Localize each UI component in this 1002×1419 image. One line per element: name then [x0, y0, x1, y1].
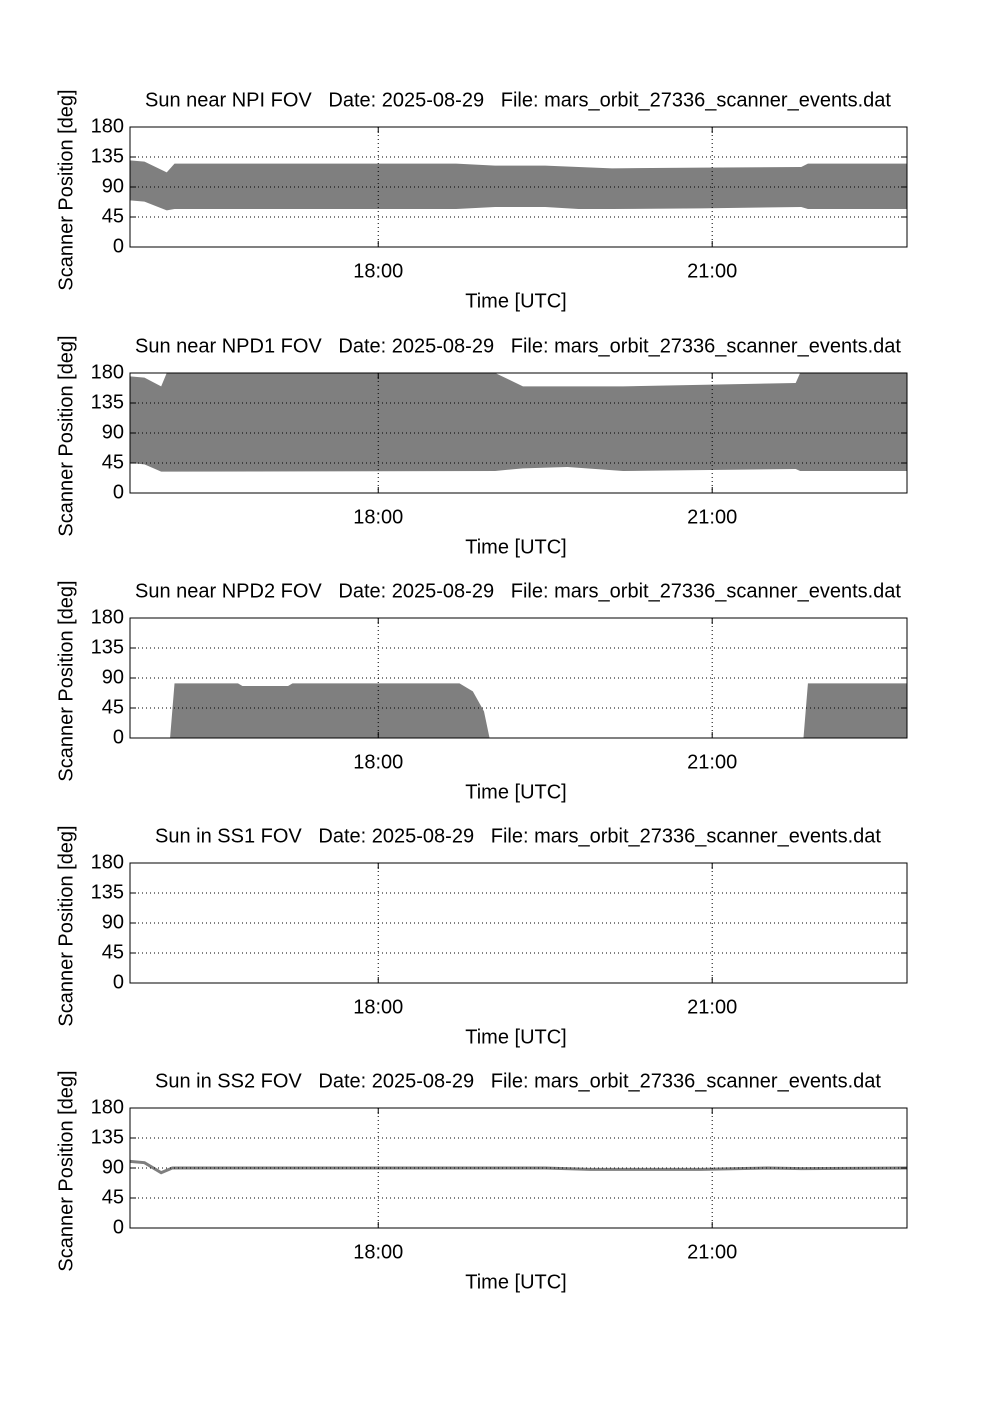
y-tick-label: 135 [91, 391, 124, 413]
plot-frame [129, 617, 908, 739]
chart-title: Sun in SS1 FOV Date: 2025-08-29 File: ma… [155, 825, 881, 847]
area-band [130, 373, 907, 472]
x-tick-label: 18:00 [353, 1241, 403, 1263]
y-tick-label: 180 [91, 606, 124, 628]
x-axis-label: Time [UTC] [465, 781, 566, 803]
y-tick-label: 180 [91, 361, 124, 383]
x-axis-label: Time [UTC] [465, 536, 566, 558]
y-tick-label: 90 [102, 175, 124, 197]
y-tick-label: 135 [91, 881, 124, 903]
y-axis-label: Scanner Position [deg] [55, 1070, 77, 1271]
x-tick-label: 18:00 [353, 996, 403, 1018]
x-tick-label: 21:00 [687, 1241, 737, 1263]
y-tick-label: 45 [102, 451, 124, 473]
y-tick-label: 0 [113, 971, 124, 993]
x-axis-label: Time [UTC] [465, 290, 566, 312]
y-tick-label: 0 [113, 1216, 124, 1238]
y-tick-label: 135 [91, 1126, 124, 1148]
chart-title: Sun near NPI FOV Date: 2025-08-29 File: … [145, 89, 891, 111]
x-tick-label: 21:00 [687, 260, 737, 282]
y-axis-label: Scanner Position [deg] [55, 335, 77, 536]
x-tick-label: 21:00 [687, 506, 737, 528]
y-tick-label: 0 [113, 726, 124, 748]
x-tick-label: 21:00 [687, 996, 737, 1018]
x-tick-label: 18:00 [353, 506, 403, 528]
y-tick-label: 90 [102, 421, 124, 443]
plot-frame [129, 1107, 908, 1229]
y-tick-label: 0 [113, 235, 124, 257]
plot-frame [129, 372, 908, 494]
y-tick-label: 45 [102, 205, 124, 227]
area-band [130, 683, 907, 738]
y-tick-label: 180 [91, 115, 124, 137]
x-tick-label: 18:00 [353, 751, 403, 773]
x-axis-label: Time [UTC] [465, 1026, 566, 1048]
y-tick-label: 90 [102, 1156, 124, 1178]
chart-title: Sun near NPD1 FOV Date: 2025-08-29 File:… [135, 335, 901, 357]
y-tick-label: 90 [102, 666, 124, 688]
chart-title: Sun near NPD2 FOV Date: 2025-08-29 File:… [135, 580, 901, 602]
x-axis-label: Time [UTC] [465, 1271, 566, 1293]
y-tick-label: 180 [91, 1096, 124, 1118]
plot-frame [129, 862, 908, 984]
y-tick-label: 0 [113, 481, 124, 503]
y-tick-label: 135 [91, 145, 124, 167]
area-band [130, 160, 907, 211]
y-axis-label: Scanner Position [deg] [55, 825, 77, 1026]
x-tick-label: 21:00 [687, 751, 737, 773]
y-axis-label: Scanner Position [deg] [55, 89, 77, 290]
chart-title: Sun in SS2 FOV Date: 2025-08-29 File: ma… [155, 1070, 881, 1092]
y-tick-label: 45 [102, 1186, 124, 1208]
y-tick-label: 45 [102, 696, 124, 718]
x-tick-label: 18:00 [353, 260, 403, 282]
line [129, 1159, 908, 1175]
y-tick-label: 45 [102, 941, 124, 963]
y-tick-label: 135 [91, 636, 124, 658]
y-tick-label: 90 [102, 911, 124, 933]
y-tick-label: 180 [91, 851, 124, 873]
y-axis-label: Scanner Position [deg] [55, 580, 77, 781]
plot-frame [129, 126, 908, 248]
